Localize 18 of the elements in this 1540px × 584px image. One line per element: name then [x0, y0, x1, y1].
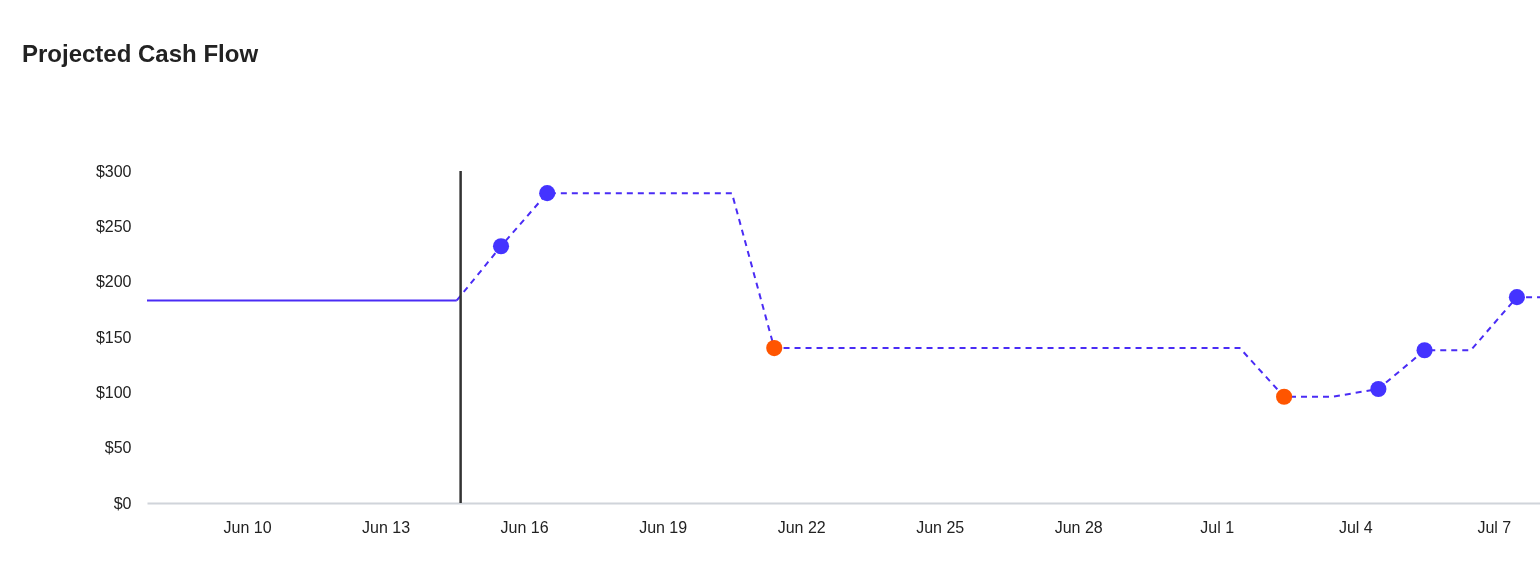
y-tick-label: $250 — [95, 217, 132, 235]
x-tick-label: Jul 4 — [1338, 518, 1373, 536]
y-tick-label: $0 — [113, 494, 132, 512]
x-tick-label: Jun 22 — [777, 518, 826, 536]
x-tick-label: Jun 28 — [1054, 518, 1103, 536]
x-tick-label: Jul 1 — [1200, 518, 1235, 536]
y-tick-label: $150 — [95, 328, 132, 346]
x-tick-label: Jun 19 — [639, 518, 688, 536]
y-tick-label: $100 — [95, 383, 132, 401]
x-tick-label: Jun 25 — [916, 518, 965, 536]
x-tick-label: Jun 10 — [223, 518, 272, 536]
x-tick-label: Jun 13 — [362, 518, 411, 536]
y-tick-label: $300 — [95, 162, 132, 180]
x-tick-label: Jun 16 — [500, 518, 549, 536]
y-tick-label: $200 — [95, 273, 132, 291]
y-tick-label: $50 — [104, 439, 132, 457]
chart-title: Projected Cash Flow — [22, 40, 259, 67]
x-tick-label: Jul 7 — [1477, 518, 1512, 536]
